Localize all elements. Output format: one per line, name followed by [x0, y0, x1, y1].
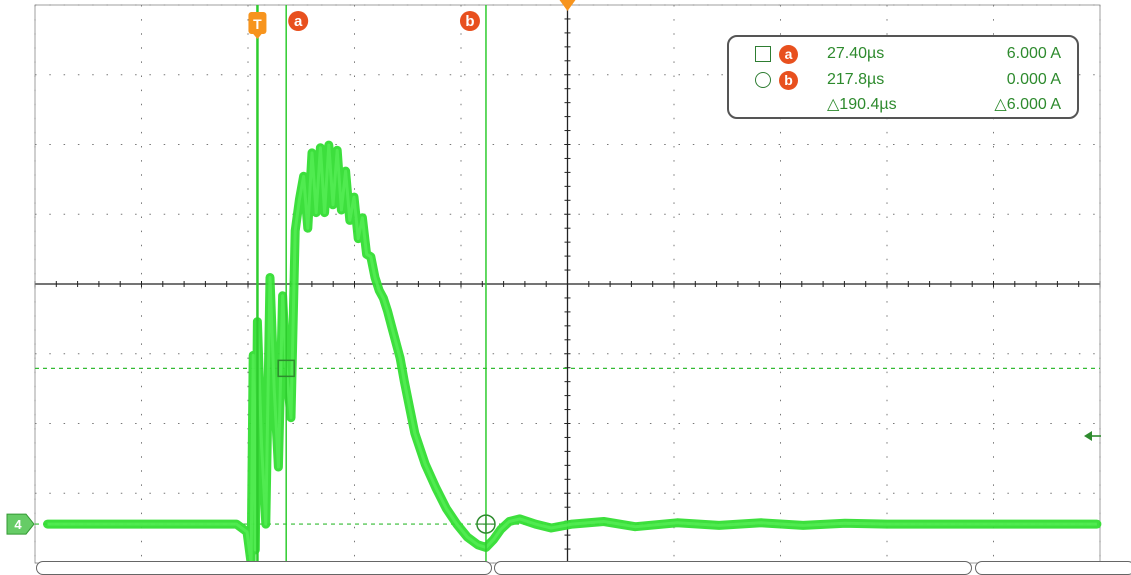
trigger-marker-label: T	[253, 16, 262, 32]
waveform-trace-0	[43, 140, 1102, 568]
cursor-a-time: 27.40µs	[827, 45, 885, 62]
status-panel-trigger[interactable]	[494, 561, 972, 575]
waveform	[43, 140, 1102, 568]
cursor-b-badge-label: b	[465, 13, 474, 30]
trigger-position-marker	[248, 12, 267, 34]
delta-value: △6.000 A	[994, 96, 1061, 113]
cursor-b-time: 217.8µs	[827, 71, 885, 88]
waveform-trace-core-0	[47, 143, 1097, 565]
bottom-status-bar	[0, 561, 1131, 575]
cursor-b-circle-marker	[476, 514, 496, 534]
cursor-readout-panel[interactable]: a 27.40µs 6.000 A b 217.8µs 0.000 A △190…	[727, 35, 1079, 119]
trigger-position-pointer	[252, 33, 263, 39]
circle-cursor-icon	[755, 72, 771, 88]
center-time-marker	[559, 0, 576, 11]
cursor-a-badge-label: a	[294, 13, 303, 30]
channel-marker-label: 4	[14, 517, 22, 532]
cursor-a-badge-circle	[288, 11, 309, 31]
channel-ground-marker	[6, 513, 35, 535]
trigger-level-arrowhead	[1084, 431, 1092, 441]
readout-row-a: a 27.40µs 6.000 A	[729, 43, 1077, 65]
markers: T4	[6, 0, 1101, 535]
cursor-b-value: 0.000 A	[1006, 71, 1061, 88]
cursor-a-value: 6.000 A	[1006, 45, 1061, 62]
status-panel-timebase[interactable]	[36, 561, 492, 575]
square-cursor-icon	[755, 46, 771, 62]
delta-time: △190.4µs	[827, 96, 897, 113]
cursor-b-badge: b	[779, 71, 798, 90]
readout-row-delta: △190.4µs △6.000 A	[729, 94, 1077, 116]
cursor-b-badge-circle	[459, 11, 480, 31]
cursor-a-square-marker	[277, 359, 295, 378]
cursor-a-badge: a	[779, 45, 798, 64]
status-panel-acquire[interactable]	[975, 561, 1131, 575]
readout-row-b: b 217.8µs 0.000 A	[729, 69, 1077, 91]
